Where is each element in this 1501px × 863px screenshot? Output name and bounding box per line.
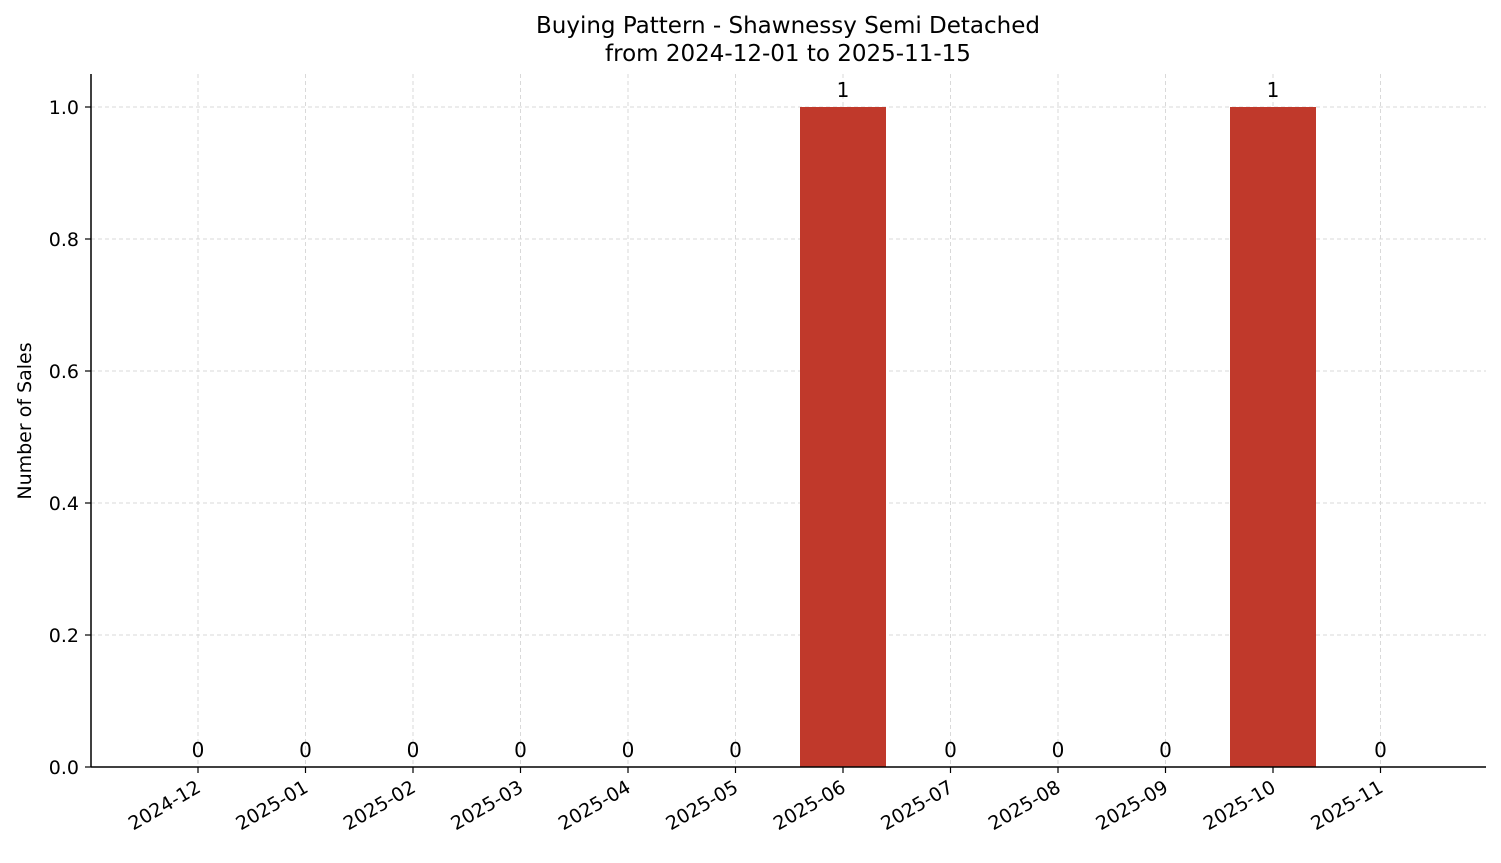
bar-value-label: 0: [729, 738, 742, 762]
chart-subtitle: from 2024-12-01 to 2025-11-15: [605, 41, 971, 67]
y-tick-label: 0.4: [49, 493, 79, 515]
y-tick-label: 0.6: [49, 361, 79, 383]
bar-value-label: 0: [1052, 738, 1065, 762]
y-tick-label: 0.0: [49, 757, 79, 779]
bar-value-label: 0: [622, 738, 635, 762]
bar-value-label: 0: [514, 738, 527, 762]
x-tick-label: 2025-03: [447, 776, 527, 835]
x-tick-label: 2025-08: [985, 776, 1065, 835]
bar-labels: 0 0 0 0 0 0 1 0 0 0 1 0: [192, 78, 1387, 762]
x-tick-label: 2025-02: [340, 776, 420, 835]
bars: [800, 107, 1316, 767]
y-tick-label: 1.0: [49, 97, 79, 119]
x-tick-label: 2025-05: [662, 776, 742, 835]
x-tick-label: 2025-10: [1200, 776, 1280, 835]
x-tick-label: 2025-06: [770, 776, 850, 835]
axes: [90, 74, 1486, 768]
y-axis-label: Number of Sales: [14, 342, 36, 499]
x-tick-label: 2025-09: [1092, 776, 1172, 835]
x-tick-label: 2025-04: [555, 776, 635, 835]
y-tick-label: 0.2: [49, 625, 79, 647]
bar-value-label: 0: [407, 738, 420, 762]
bar-value-label: 0: [1159, 738, 1172, 762]
bar-value-label: 1: [837, 78, 850, 102]
bar-2025-10: [1230, 107, 1316, 767]
x-tick-label: 2024-12: [125, 776, 205, 835]
bar-value-label: 0: [1374, 738, 1387, 762]
bar-value-label: 0: [944, 738, 957, 762]
ticks: 0.0 0.2 0.4 0.6 0.8 1.0 2024-12 2025-01 2025-02 2…: [49, 97, 1387, 835]
x-tick-label: 2025-01: [232, 776, 312, 835]
bar-2025-06: [800, 107, 886, 767]
bar-value-label: 0: [192, 738, 205, 762]
bar-value-label: 1: [1267, 78, 1280, 102]
x-tick-label: 2025-07: [877, 776, 957, 835]
chart-title: Buying Pattern - Shawnessy Semi Detached: [536, 13, 1040, 39]
y-tick-label: 0.8: [49, 229, 79, 251]
bar-value-label: 0: [299, 738, 312, 762]
x-tick-label: 2025-11: [1307, 776, 1387, 835]
